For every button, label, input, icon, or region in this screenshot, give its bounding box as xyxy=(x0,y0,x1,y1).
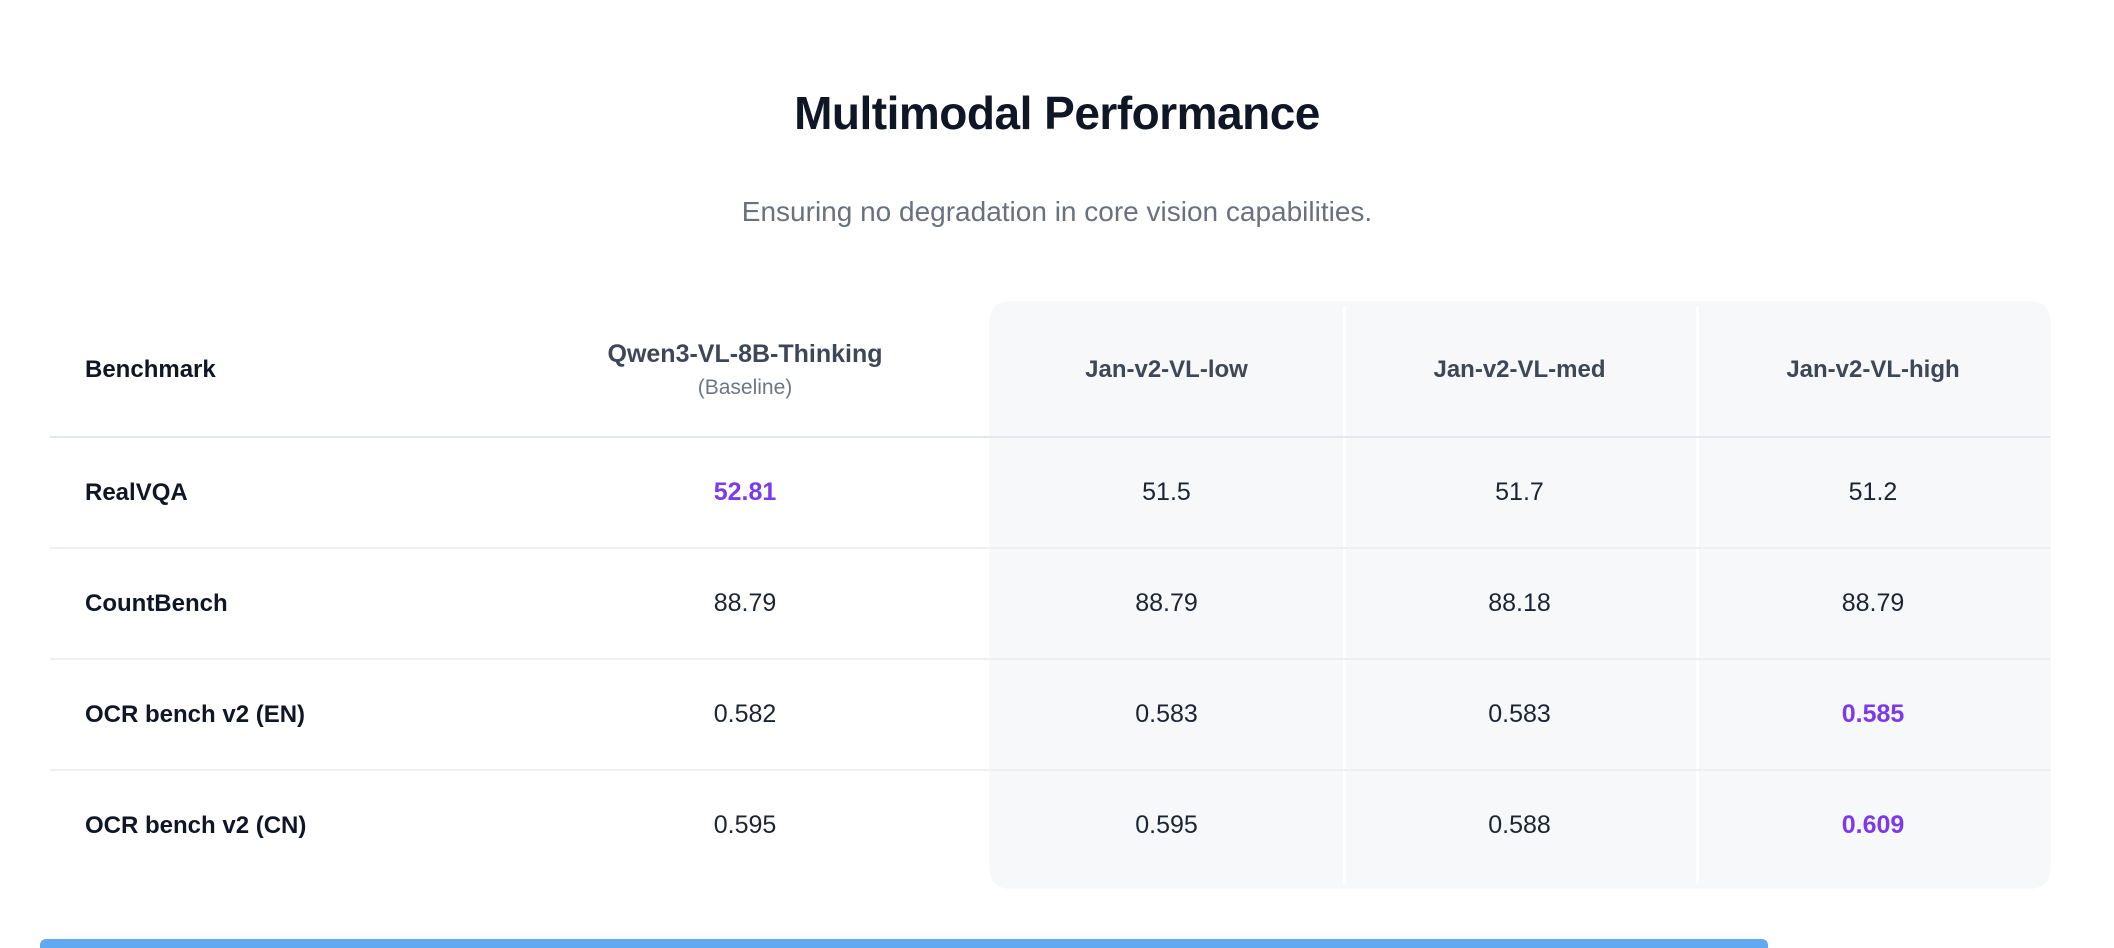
header-cell-jan-med: Jan-v2-VL-med xyxy=(1343,302,1696,437)
jan-med-value: 51.7 xyxy=(1495,478,1544,506)
jan-med-value: 0.588 xyxy=(1488,811,1551,839)
card-column-separator xyxy=(1343,306,1346,884)
benchmark-name: RealVQA xyxy=(85,478,188,506)
jan-low-value: 0.583 xyxy=(1135,700,1198,728)
table-row-cell: 0.583 xyxy=(1343,659,1696,770)
row-divider xyxy=(50,547,2050,549)
table-row-cell: 0.609 xyxy=(1696,770,2050,881)
jan-high-value: 0.585 xyxy=(1841,700,1905,728)
header-cell-baseline: Qwen3-VL-8B-Thinking (Baseline) xyxy=(500,302,990,437)
card-column-separator xyxy=(1696,306,1699,884)
header-cell-benchmark: Benchmark xyxy=(45,302,500,437)
row-divider xyxy=(50,658,2050,660)
benchmarks-table: Benchmark Qwen3-VL-8B-Thinking (Baseline… xyxy=(45,302,2050,888)
table-row-cell: CountBench xyxy=(45,548,500,659)
header-cell-jan-low: Jan-v2-VL-low xyxy=(990,302,1343,437)
jan-med-value: 0.583 xyxy=(1488,700,1551,728)
table-row-cell: 0.595 xyxy=(500,770,990,881)
jan-low-value: 88.79 xyxy=(1135,589,1198,617)
jan-high-value: 51.2 xyxy=(1848,478,1898,506)
baseline-note: (Baseline) xyxy=(697,375,793,399)
table-row-cell: OCR bench v2 (EN) xyxy=(45,659,500,770)
page-subtitle: Ensuring no degradation in core vision c… xyxy=(741,196,1373,227)
baseline-value: 0.595 xyxy=(713,811,777,839)
table-row-cell: 88.79 xyxy=(990,548,1343,659)
table-row-cell: RealVQA xyxy=(45,437,500,548)
benchmark-name: CountBench xyxy=(85,589,228,617)
jan-med-value: 88.18 xyxy=(1488,589,1551,617)
header-cell-jan-high: Jan-v2-VL-high xyxy=(1696,302,2050,437)
table-row-cell: 52.81 xyxy=(500,437,990,548)
jan-low-value: 51.5 xyxy=(1142,478,1191,506)
benchmark-column-label: Benchmark xyxy=(85,355,216,383)
table-row-cell: 51.7 xyxy=(1343,437,1696,548)
jan-high-label: Jan-v2-VL-high xyxy=(1786,355,1960,383)
table-row-cell: 0.595 xyxy=(990,770,1343,881)
benchmark-name: OCR bench v2 (EN) xyxy=(85,700,306,728)
table-grid: Benchmark Qwen3-VL-8B-Thinking (Baseline… xyxy=(45,302,2050,881)
table-row-cell: 0.583 xyxy=(990,659,1343,770)
jan-med-label: Jan-v2-VL-med xyxy=(1433,355,1606,383)
table-row-cell: 0.588 xyxy=(1343,770,1696,881)
table-row-cell: 88.79 xyxy=(500,548,990,659)
table-row-cell: 0.582 xyxy=(500,659,990,770)
page-title: Multimodal Performance xyxy=(794,87,1320,139)
jan-high-value: 88.79 xyxy=(1841,589,1905,617)
baseline-value: 0.582 xyxy=(713,700,777,728)
jan-models-card xyxy=(990,302,2050,888)
baseline-value: 88.79 xyxy=(713,589,777,617)
jan-low-value: 0.595 xyxy=(1135,811,1198,839)
header-divider xyxy=(50,436,2050,438)
benchmark-name: OCR bench v2 (CN) xyxy=(85,811,307,839)
baseline-model-name: Qwen3-VL-8B-Thinking xyxy=(607,339,883,368)
row-divider xyxy=(50,769,2050,771)
baseline-value: 52.81 xyxy=(713,478,777,506)
table-row-cell: OCR bench v2 (CN) xyxy=(45,770,500,881)
table-row-cell: 88.79 xyxy=(1696,548,2050,659)
next-section-edge xyxy=(40,939,1768,948)
table-row-cell: 88.18 xyxy=(1343,548,1696,659)
table-row-cell: 0.585 xyxy=(1696,659,2050,770)
table-row-cell: 51.5 xyxy=(990,437,1343,548)
jan-high-value: 0.609 xyxy=(1841,811,1905,839)
table-row-cell: 51.2 xyxy=(1696,437,2050,548)
jan-low-label: Jan-v2-VL-low xyxy=(1085,355,1248,383)
